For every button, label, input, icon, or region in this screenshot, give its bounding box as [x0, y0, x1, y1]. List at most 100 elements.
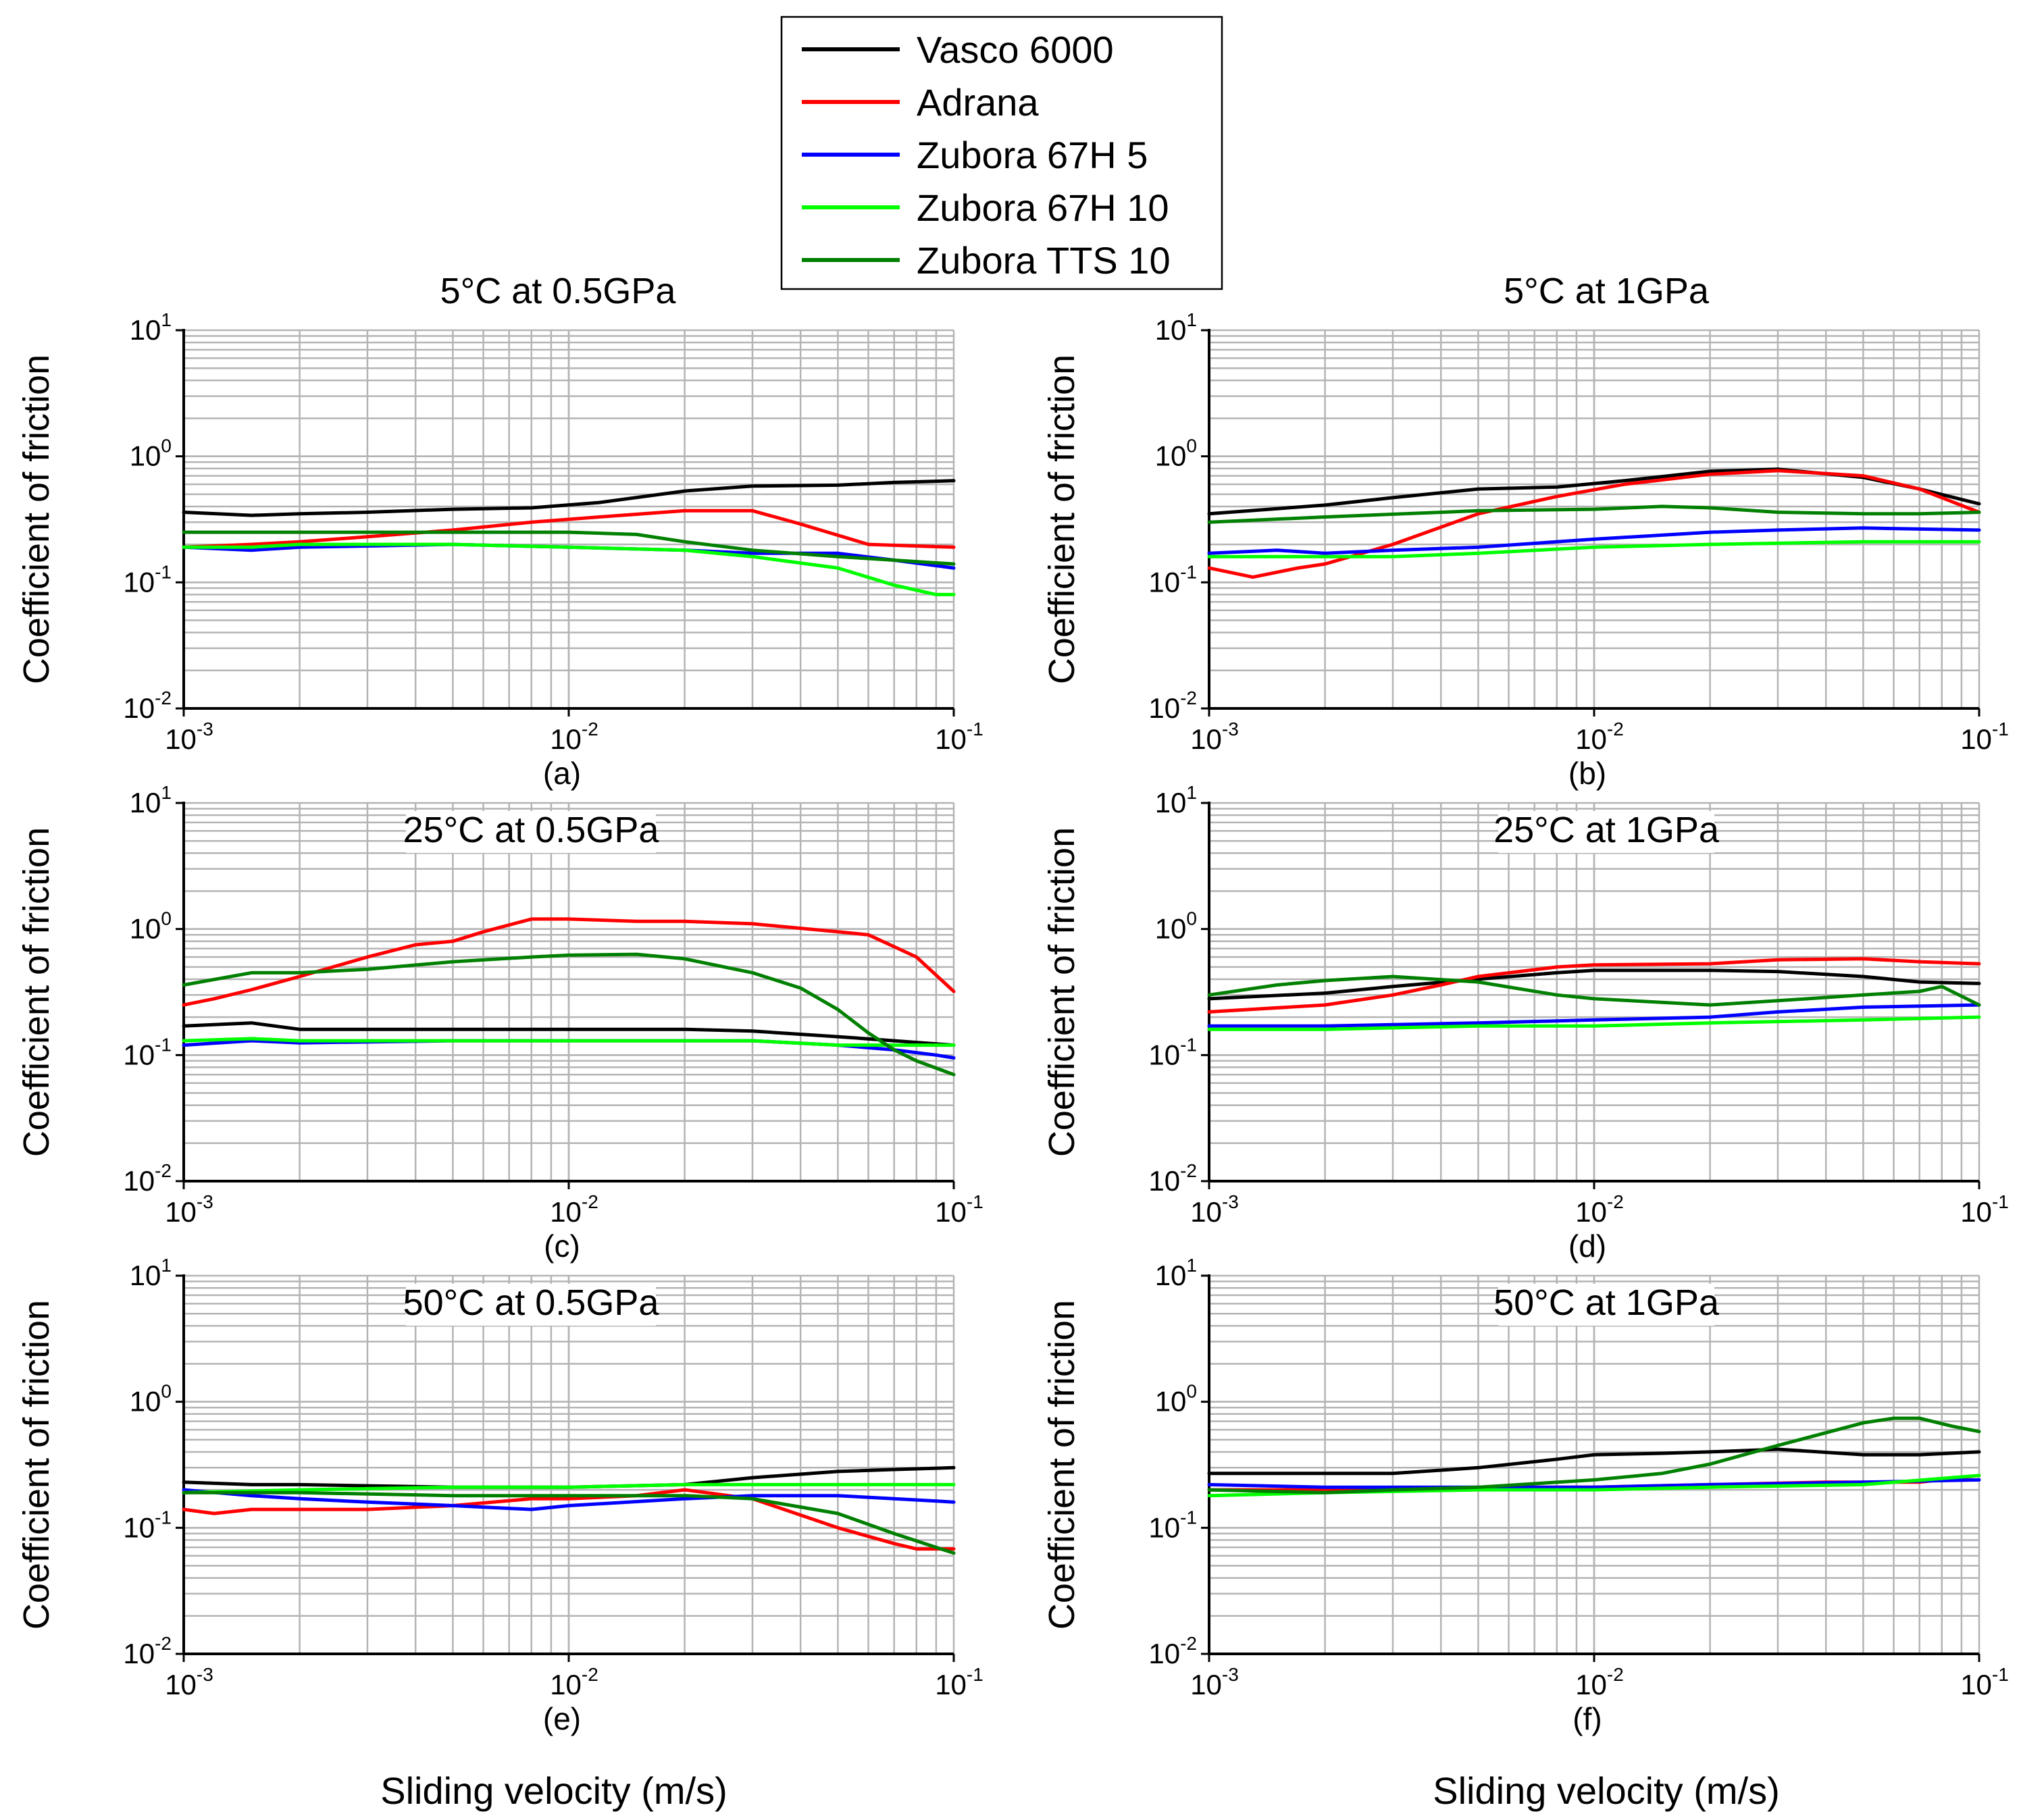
x-tick-base: 10: [165, 1669, 197, 1700]
y-tick-base: 10: [1155, 1259, 1187, 1291]
y-tick-exponent: 1: [161, 309, 172, 330]
panel-caption-c: (c): [544, 1228, 580, 1264]
x-tick-exponent: -3: [197, 1664, 213, 1685]
x-tick-exponent: -2: [1607, 719, 1624, 739]
series-line-adrana: [182, 917, 956, 1007]
x-tick-exponent: -2: [1607, 1664, 1624, 1685]
series-line-vasco-6000: [1207, 968, 1981, 1001]
y-tick-exponent: -1: [155, 561, 172, 582]
x-tick-label: 10-3: [165, 1664, 213, 1700]
x-tick-base: 10: [165, 723, 197, 755]
y-tick-exponent: -2: [155, 1633, 172, 1654]
legend: Vasco 6000 Adrana Zubora 67H 5 Zubora 67H 1…: [780, 16, 1223, 290]
y-tick-exponent: 0: [161, 1381, 172, 1402]
x-tick-exponent: -2: [582, 719, 598, 739]
y-tick-label: 100: [1155, 1381, 1197, 1418]
x-tick-label: 10-1: [935, 1664, 983, 1700]
y-tick-exponent: -2: [155, 687, 172, 708]
y-tick-base: 10: [1148, 1039, 1180, 1070]
panel-title-background: [1498, 811, 1714, 853]
x-tick-exponent: -2: [582, 1191, 598, 1212]
panel-title-a: 5°C at 0.5GPa: [440, 271, 677, 311]
x-tick-base: 10: [1575, 1196, 1607, 1228]
x-tick-exponent: -1: [1992, 1664, 2009, 1685]
x-tick-base: 10: [935, 723, 967, 755]
y-tick-base: 10: [1148, 692, 1180, 724]
x-tick-label: 10-2: [550, 719, 598, 755]
x-tick-base: 10: [1575, 723, 1607, 755]
x-axis-label-right: Sliding velocity (m/s): [1433, 1769, 1779, 1812]
x-tick-base: 10: [1190, 723, 1222, 755]
y-tick-base: 10: [130, 440, 161, 472]
y-axis-label-a: Coefficient of friction: [16, 355, 57, 684]
y-tick-exponent: -2: [1180, 1633, 1197, 1654]
y-tick-base: 10: [123, 692, 155, 724]
series-line-zubora-tts-10: [1207, 504, 1981, 524]
grid-c: [184, 802, 955, 1181]
y-tick-base: 10: [130, 314, 161, 346]
x-tick-base: 10: [165, 1196, 197, 1228]
y-tick-label: 10-1: [1148, 1034, 1197, 1070]
y-tick-label: 101: [130, 1255, 172, 1291]
grid-a: [184, 329, 955, 708]
series-line-vasco-6000: [1207, 1447, 1981, 1476]
series-line-zubora-67h-10: [182, 1037, 956, 1047]
legend-label: Zubora 67H 5: [917, 134, 1148, 176]
series-line-zubora-67h-10: [182, 542, 956, 596]
y-tick-exponent: 0: [1186, 908, 1197, 929]
x-tick-label: 10-1: [1960, 1191, 2009, 1228]
grid-f: [1209, 1274, 1980, 1654]
y-tick-base: 10: [1155, 314, 1187, 346]
y-tick-base: 10: [1155, 913, 1187, 945]
x-tick-label: 10-2: [1575, 719, 1624, 755]
y-tick-label: 101: [130, 309, 172, 346]
x-tick-exponent: -3: [1222, 1664, 1239, 1685]
x-tick-label: 10-2: [1575, 1664, 1624, 1700]
y-tick-exponent: -1: [1180, 1507, 1197, 1528]
series-line-zubora-67h-10: [1207, 540, 1981, 558]
y-axis-label-d: Coefficient of friction: [1042, 827, 1082, 1157]
x-axis-label-left: Sliding velocity (m/s): [380, 1769, 727, 1812]
y-axis-label-b: Coefficient of friction: [1042, 355, 1082, 684]
series-line-zubora-67h-10: [182, 1482, 956, 1494]
x-tick-label: 10-1: [935, 719, 983, 755]
y-tick-exponent: 0: [1186, 1381, 1197, 1402]
x-tick-base: 10: [1960, 1196, 1992, 1228]
series-line-zubora-tts-10: [182, 952, 956, 1076]
x-tick-exponent: -2: [582, 1664, 598, 1685]
panel-title-background: [1498, 1284, 1714, 1326]
x-tick-label: 10-1: [1960, 719, 2009, 755]
y-tick-label: 101: [130, 782, 172, 818]
legend-label: Zubora 67H 10: [917, 186, 1169, 229]
panel-title-e: 50°C at 0.5GPa: [403, 1282, 660, 1323]
y-tick-label: 10-2: [123, 1633, 172, 1669]
x-tick-label: 10-1: [935, 1191, 983, 1228]
y-tick-base: 10: [123, 1039, 155, 1070]
y-axis-label-c: Coefficient of friction: [16, 827, 57, 1157]
grid-e: [184, 1274, 955, 1654]
y-tick-base: 10: [1148, 566, 1180, 598]
series-line-zubora-67h-10: [1207, 1015, 1981, 1031]
x-tick-exponent: -3: [1222, 1191, 1239, 1212]
x-tick-exponent: -1: [1992, 719, 2009, 739]
y-tick-exponent: -1: [1180, 1034, 1197, 1055]
x-tick-exponent: -3: [197, 1191, 213, 1212]
y-tick-label: 100: [130, 436, 172, 472]
y-tick-label: 10-1: [123, 1507, 172, 1543]
y-tick-label: 10-2: [123, 687, 172, 724]
x-tick-exponent: -1: [1992, 1191, 2009, 1212]
x-tick-base: 10: [550, 1196, 582, 1228]
panel-caption-a: (a): [543, 756, 581, 791]
y-tick-base: 10: [1148, 1511, 1180, 1543]
y-tick-base: 10: [123, 1165, 155, 1197]
x-tick-label: 10-2: [550, 1191, 598, 1228]
y-tick-base: 10: [123, 1511, 155, 1543]
series-line-zubora-67h-5: [1207, 526, 1981, 555]
x-tick-label: 10-1: [1960, 1664, 2009, 1700]
x-tick-base: 10: [1190, 1669, 1222, 1700]
